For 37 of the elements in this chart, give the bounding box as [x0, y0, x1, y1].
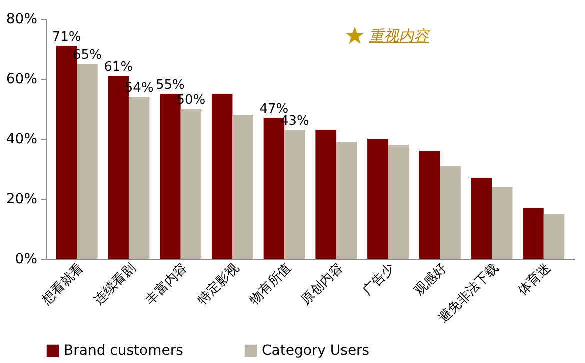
data-label: 55% — [156, 78, 185, 93]
bar — [77, 64, 98, 259]
x-tick-label: 观感好 — [412, 260, 450, 299]
x-tick-label: 广告少 — [360, 260, 398, 299]
bar — [368, 139, 388, 259]
x-tick-label: 物有所值 — [247, 260, 294, 308]
bar — [212, 94, 233, 259]
legend-label: Brand customers — [64, 343, 184, 359]
x-tick-label: 想看就看 — [38, 260, 88, 309]
x-tick-label: 特定影视 — [195, 260, 243, 308]
x-tick-label: 体育迷 — [514, 260, 554, 299]
bar — [492, 187, 513, 259]
bar — [388, 145, 410, 259]
bar — [336, 142, 358, 259]
y-tick-label: 0% — [15, 252, 38, 268]
y-tick-label: 20% — [6, 192, 38, 208]
bar — [471, 178, 492, 259]
bar — [180, 109, 202, 259]
bar — [440, 166, 461, 259]
y-tick-label: 40% — [6, 132, 38, 148]
bar — [544, 214, 565, 259]
data-label: 61% — [104, 60, 134, 75]
legend-label: Category Users — [262, 343, 370, 359]
bar — [128, 97, 150, 259]
data-label: 47% — [260, 102, 289, 117]
data-label: 71% — [52, 30, 82, 45]
y-tick-label: 80% — [6, 12, 38, 28]
bar — [316, 130, 336, 259]
bar — [284, 130, 306, 259]
x-tick-label: 丰富内容 — [142, 260, 191, 308]
y-tick-label: 60% — [6, 72, 38, 88]
bar — [232, 115, 254, 259]
bar — [419, 151, 440, 259]
x-tick-label: 连续看剧 — [92, 260, 139, 308]
annotation: 重视内容 — [369, 26, 429, 46]
x-tick-label: 原创内容 — [298, 260, 346, 308]
bar — [523, 208, 544, 259]
